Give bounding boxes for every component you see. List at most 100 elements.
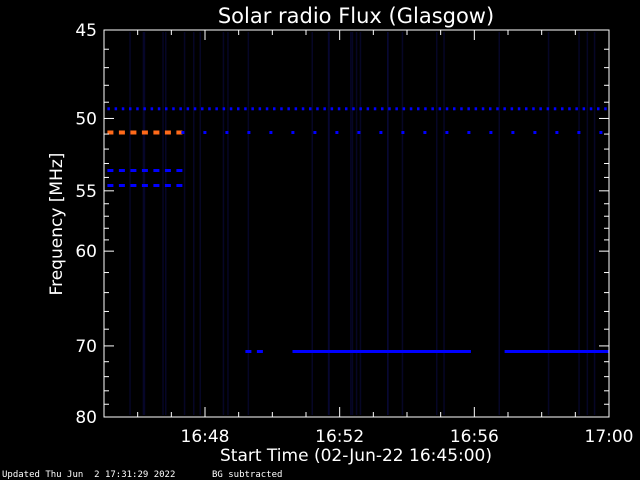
- emission-segment: [292, 350, 471, 353]
- emission-dash: [130, 169, 137, 172]
- emission-dash: [107, 130, 114, 135]
- interference-70.7-a: [245, 350, 263, 353]
- emission-dash: [313, 131, 317, 134]
- noise-streak: [350, 32, 352, 415]
- emission-dash: [245, 350, 252, 353]
- y-axis: 45 50 55 60 70 80: [75, 21, 609, 428]
- emission-dash: [301, 107, 305, 111]
- emission-dash: [203, 131, 207, 134]
- emission-dash: [256, 350, 263, 353]
- noise-streak: [227, 32, 229, 415]
- emission-dash: [118, 184, 125, 187]
- emission-dash: [118, 130, 125, 135]
- emission-dash: [186, 107, 190, 111]
- emission-dash: [474, 107, 478, 111]
- emission-dash: [431, 107, 434, 111]
- emission-dash: [604, 107, 607, 111]
- emission-dash: [467, 107, 470, 111]
- emission-dash: [379, 131, 383, 134]
- emission-dash: [309, 107, 312, 111]
- emission-dash: [445, 131, 449, 134]
- emission-dash: [381, 107, 384, 111]
- noise-streak: [443, 32, 445, 415]
- emission-dash: [503, 107, 506, 111]
- emission-dash: [335, 131, 339, 134]
- background-noise: [129, 32, 596, 415]
- emission-dash: [258, 107, 262, 111]
- x-tick-label: 16:48: [181, 427, 230, 447]
- noise-streak: [436, 32, 438, 415]
- y-tick-label: 55: [75, 182, 97, 202]
- emission-dash: [287, 107, 290, 111]
- emission-dash: [153, 184, 160, 187]
- emission-dash: [496, 107, 499, 111]
- emission-dash: [181, 131, 185, 134]
- noise-streak: [129, 32, 131, 415]
- emission-dash: [357, 131, 361, 134]
- emission-dash: [269, 131, 273, 134]
- emission-dash: [208, 107, 211, 111]
- emission-dash: [143, 107, 146, 111]
- noise-streak: [401, 32, 404, 415]
- noise-streak: [351, 32, 354, 415]
- emission-dash: [553, 107, 557, 111]
- emission-dash: [141, 130, 148, 135]
- emission-dash: [539, 107, 542, 111]
- emission-dash: [589, 107, 593, 111]
- emission-dash: [575, 107, 578, 111]
- updated-timestamp: Updated Thu Jun 2 17:31:29 2022: [2, 470, 176, 480]
- emission-dash: [150, 107, 154, 111]
- emission-dash: [291, 131, 295, 134]
- emission-dash: [193, 107, 197, 111]
- emission-dash: [215, 107, 218, 111]
- emission-dash: [533, 131, 537, 134]
- emission-dash: [141, 184, 148, 187]
- noise-streak: [498, 32, 500, 415]
- emission-dash: [164, 130, 171, 135]
- emission-dash: [424, 107, 427, 111]
- emission-dash: [345, 107, 348, 111]
- emission-dash: [511, 131, 515, 134]
- emission-dash: [165, 107, 168, 111]
- emission-dash: [225, 131, 229, 134]
- emission-dash: [153, 169, 160, 172]
- emission-dash: [395, 107, 398, 111]
- emission-dash: [481, 107, 485, 111]
- emission-segment: [504, 350, 609, 353]
- emission-dash: [251, 107, 254, 111]
- emission-dash: [597, 107, 600, 111]
- y-axis-label: Frequency [MHz]: [47, 153, 67, 296]
- emission-dash: [582, 107, 586, 111]
- emission-dash: [244, 107, 247, 111]
- emission-dash: [599, 131, 603, 134]
- noise-streak: [199, 32, 201, 415]
- emission-dash: [388, 107, 391, 111]
- emission-features: [107, 107, 609, 353]
- x-axis-label: Start Time (02-Jun-22 16:45:00): [220, 446, 492, 466]
- background-note: BG subtracted: [212, 470, 283, 480]
- interference-54.6: [107, 184, 183, 187]
- interference-50.9-weak: [181, 131, 603, 134]
- noise-streak: [387, 32, 389, 415]
- emission-dash: [489, 107, 492, 111]
- emission-dash: [546, 107, 550, 111]
- emission-dash: [176, 184, 183, 187]
- plot-frame: [103, 29, 610, 418]
- noise-streak: [586, 32, 589, 415]
- x-axis: 16:48 16:52 16:56 17:00: [103, 30, 634, 447]
- noise-streak: [143, 32, 146, 415]
- y-tick-label: 45: [75, 21, 97, 41]
- emission-dash: [417, 107, 420, 111]
- x-tick-label: 16:52: [315, 427, 364, 447]
- emission-dash: [164, 184, 171, 187]
- interference-49.4: [107, 107, 607, 111]
- noise-streak: [247, 32, 250, 415]
- emission-dash: [337, 107, 341, 111]
- emission-dash: [352, 107, 355, 111]
- x-tick-label: 16:56: [450, 427, 499, 447]
- emission-dash: [247, 131, 251, 134]
- emission-dash: [438, 107, 442, 111]
- emission-dash: [423, 131, 427, 134]
- emission-dash: [555, 131, 559, 134]
